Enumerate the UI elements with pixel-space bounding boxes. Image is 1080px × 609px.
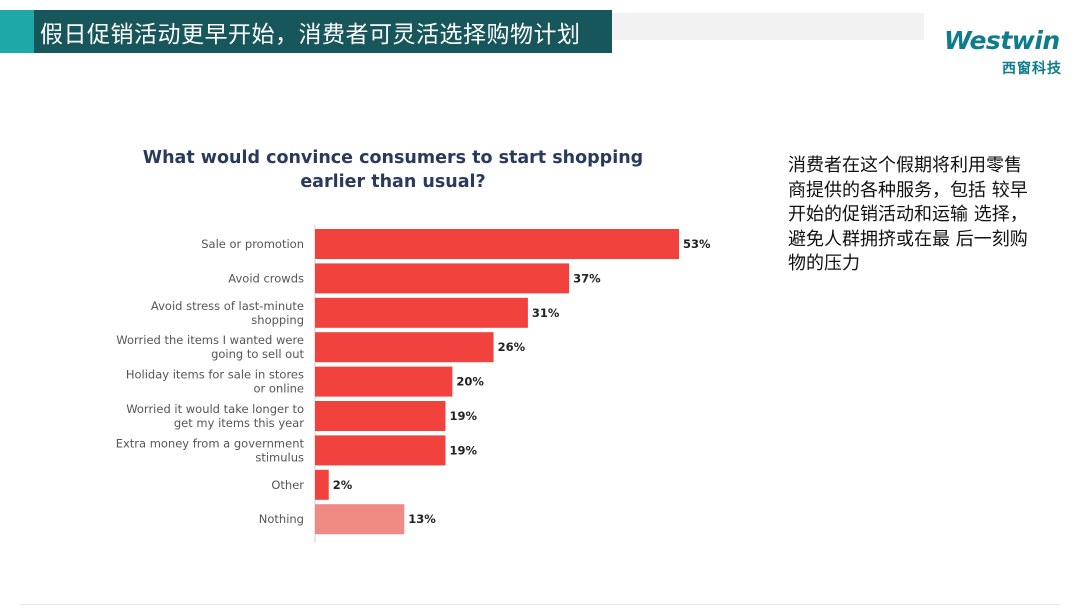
category-label: Nothing — [259, 512, 304, 526]
footer-divider — [20, 604, 1060, 605]
category-label-line: Worried the items I wanted were — [116, 333, 304, 347]
category-label: Avoid crowds — [228, 271, 304, 285]
category-label-line: Avoid stress of last-minute — [151, 299, 304, 313]
title-accent-block — [0, 10, 34, 53]
logo-subtitle: 西窗科技 — [1002, 61, 1062, 77]
bar-value-label: 2% — [333, 478, 353, 492]
logo-wordmark: Westwin — [944, 26, 1060, 55]
category-label: Holiday items for sale in stores or onlin… — [126, 368, 304, 396]
category-label-line: get my items this year — [174, 416, 304, 430]
category-label-line: Holiday items for sale in stores — [126, 368, 304, 382]
title-bar-extension — [612, 13, 924, 40]
chart-title: What would convince consumers to start s… — [142, 148, 644, 192]
bar-value-label: 53% — [683, 237, 711, 251]
bar — [315, 469, 329, 500]
category-label-line: Sale or promotion — [201, 237, 304, 251]
bar-value-label: 13% — [408, 512, 436, 526]
category-label: Worried it would take longer to get my it… — [126, 402, 304, 430]
bar — [315, 435, 446, 466]
category-label-line: shopping — [251, 313, 304, 327]
bar-value-label: 37% — [573, 271, 601, 285]
category-label-line: or online — [254, 382, 305, 396]
westwin-logo: Westwin 西窗科技 — [944, 26, 1068, 80]
category-label-line: Nothing — [259, 512, 304, 526]
side-note-text: 消费者在这个假期将利用零售商提供的各种服务，包括 较早开始的促销活动和运输 选择… — [788, 155, 1028, 274]
bar — [315, 297, 528, 328]
category-label: Sale or promotion — [201, 237, 304, 251]
bar — [315, 401, 446, 431]
bar — [315, 229, 679, 259]
bar — [315, 332, 494, 363]
bar — [315, 263, 570, 294]
category-label-line: stimulus — [255, 450, 304, 464]
slide-title-bar: 假日促销活动更早开始，消费者可灵活选择购物计划 — [34, 10, 612, 53]
category-label-line: Other — [271, 478, 304, 492]
category-label-line: going to sell out — [211, 347, 304, 361]
category-label-line: Extra money from a government — [116, 436, 305, 450]
category-label: Other — [271, 478, 304, 492]
bar-value-label: 31% — [532, 306, 560, 320]
category-label: Extra money from a government stimulus — [116, 436, 305, 464]
bar-value-label: 26% — [498, 340, 526, 354]
category-label-line: Worried it would take longer to — [126, 402, 304, 416]
category-label-line: Avoid crowds — [228, 271, 304, 285]
bar — [315, 366, 453, 397]
slide-title: 假日促销活动更早开始，消费者可灵活选择购物计划 — [40, 21, 581, 48]
bar — [315, 504, 405, 535]
bar-value-label: 20% — [456, 375, 484, 389]
bar-value-label: 19% — [449, 443, 477, 457]
category-label: Worried the items I wanted were going to … — [116, 333, 304, 361]
bar-value-label: 19% — [449, 409, 477, 423]
category-label: Avoid stress of last-minute shopping — [151, 299, 304, 327]
